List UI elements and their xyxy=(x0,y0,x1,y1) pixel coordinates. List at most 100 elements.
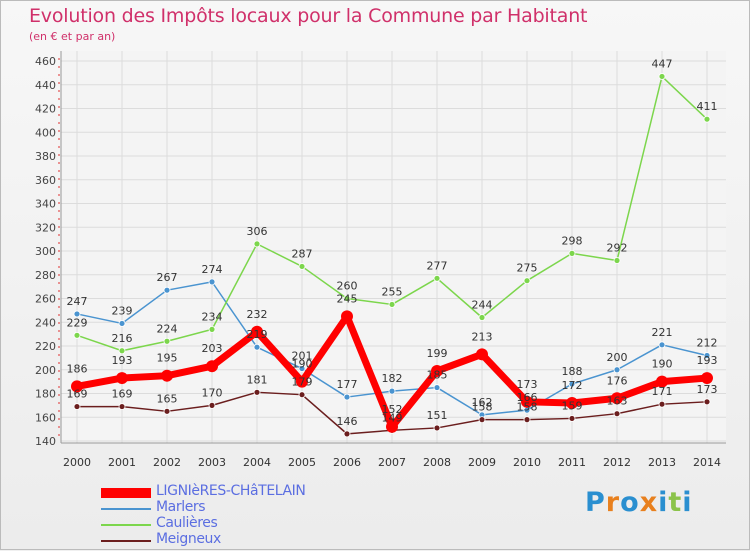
x-tick-label: 2011 xyxy=(558,456,586,469)
data-point xyxy=(476,348,488,361)
data-point xyxy=(118,320,126,327)
y-tick-label: 160 xyxy=(35,411,56,424)
data-label: 162 xyxy=(472,396,493,409)
legend-label: Marlers xyxy=(156,499,206,515)
data-point xyxy=(253,240,261,248)
data-label: 185 xyxy=(427,369,448,382)
data-point xyxy=(388,387,396,395)
x-tick-label: 2003 xyxy=(198,456,226,469)
data-point xyxy=(116,372,128,385)
logo-letter: t xyxy=(668,487,683,518)
data-point xyxy=(208,401,216,409)
logo-letter: P xyxy=(585,487,606,518)
y-tick-label: 420 xyxy=(35,103,56,116)
data-point xyxy=(703,115,711,123)
x-tick-label: 2007 xyxy=(378,456,406,469)
data-label: 149 xyxy=(382,411,403,424)
y-tick-label: 440 xyxy=(35,79,56,92)
data-point xyxy=(478,416,486,424)
data-label: 158 xyxy=(472,401,493,414)
data-point xyxy=(296,375,308,388)
data-label: 151 xyxy=(427,409,448,422)
x-tick-label: 2002 xyxy=(153,456,181,469)
data-label: 172 xyxy=(562,379,583,392)
data-point xyxy=(611,392,623,405)
data-point xyxy=(613,410,621,418)
data-point xyxy=(118,403,126,410)
data-label: 287 xyxy=(292,247,313,260)
data-label: 170 xyxy=(202,386,223,399)
data-point xyxy=(523,277,531,285)
data-label: 169 xyxy=(67,388,88,401)
data-point xyxy=(163,407,171,415)
data-label: 193 xyxy=(112,354,133,367)
data-label: 292 xyxy=(607,242,628,255)
data-point xyxy=(298,263,306,270)
data-label: 274 xyxy=(202,263,223,276)
data-label: 244 xyxy=(472,299,493,312)
data-point xyxy=(386,420,398,433)
data-point xyxy=(118,347,126,355)
data-point xyxy=(613,257,621,264)
data-label: 173 xyxy=(697,383,718,396)
data-point xyxy=(388,301,396,308)
data-label: 171 xyxy=(652,385,673,398)
data-point xyxy=(253,343,261,351)
legend-label: Caulières xyxy=(156,515,218,531)
data-label: 166 xyxy=(517,391,538,404)
data-point xyxy=(73,331,81,339)
x-tick-label: 2001 xyxy=(108,456,136,469)
y-tick-label: 180 xyxy=(35,388,56,401)
x-tick-label: 2014 xyxy=(693,456,721,469)
x-tick-label: 2010 xyxy=(513,456,541,469)
data-label: 179 xyxy=(292,376,313,389)
data-point xyxy=(71,380,83,393)
data-point xyxy=(523,416,531,424)
y-tick-label: 400 xyxy=(35,126,56,139)
data-point xyxy=(658,400,666,408)
data-label: 200 xyxy=(607,351,628,364)
x-tick-label: 2006 xyxy=(333,456,361,469)
data-label: 186 xyxy=(67,362,88,375)
data-label: 224 xyxy=(157,322,178,335)
data-label: 182 xyxy=(382,372,403,385)
y-tick-label: 380 xyxy=(35,150,56,163)
data-point xyxy=(701,372,713,385)
logo-letter: i xyxy=(658,487,669,518)
data-point xyxy=(251,325,263,338)
logo-letter: i xyxy=(682,487,693,518)
data-label: 181 xyxy=(247,373,268,386)
data-point xyxy=(161,369,173,382)
data-label: 177 xyxy=(337,378,358,391)
data-point xyxy=(658,73,666,80)
data-point xyxy=(613,366,621,374)
x-tick-label: 2004 xyxy=(243,456,271,469)
data-point xyxy=(73,403,81,410)
data-label: 165 xyxy=(157,392,178,405)
data-label: 447 xyxy=(652,57,673,70)
data-label: 213 xyxy=(472,330,493,343)
data-label: 169 xyxy=(112,388,133,401)
data-point xyxy=(208,325,216,333)
data-point xyxy=(163,337,171,345)
data-label: 195 xyxy=(157,352,178,365)
y-tick-label: 260 xyxy=(35,293,56,306)
data-point xyxy=(656,375,668,388)
y-tick-label: 360 xyxy=(35,174,56,187)
legend-swatch xyxy=(101,540,151,542)
data-point xyxy=(298,365,306,372)
data-point xyxy=(343,430,351,438)
data-label: 239 xyxy=(112,304,133,317)
y-tick-label: 240 xyxy=(35,316,56,329)
data-point xyxy=(703,398,711,406)
legend-label: Meigneux xyxy=(156,531,221,547)
data-label: 173 xyxy=(517,378,538,391)
data-point xyxy=(658,341,666,349)
data-label: 306 xyxy=(247,225,268,238)
data-label: 201 xyxy=(292,350,313,363)
y-tick-label: 320 xyxy=(35,221,56,234)
logo-letter: r xyxy=(605,487,621,518)
data-label: 277 xyxy=(427,259,448,272)
data-label: 275 xyxy=(517,262,538,275)
